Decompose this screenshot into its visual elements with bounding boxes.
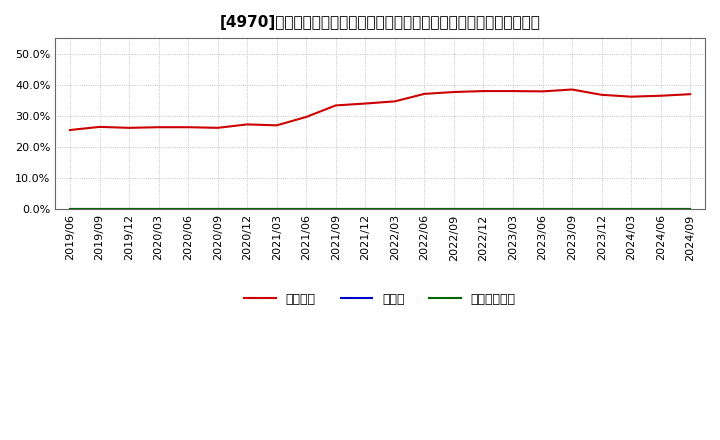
のれん xyxy=(480,207,488,212)
のれん xyxy=(213,207,222,212)
のれん xyxy=(420,207,428,212)
繰延税金資産 xyxy=(154,207,163,212)
のれん xyxy=(568,207,577,212)
のれん xyxy=(125,207,133,212)
繰延税金資産 xyxy=(302,207,310,212)
自己資本 xyxy=(213,125,222,131)
自己資本 xyxy=(686,92,695,97)
繰延税金資産 xyxy=(243,207,251,212)
のれん xyxy=(449,207,458,212)
のれん xyxy=(627,207,636,212)
繰延税金資産 xyxy=(657,207,665,212)
自己資本 xyxy=(66,127,74,132)
Legend: 自己資本, のれん, 繰延税金資産: 自己資本, のれん, 繰延税金資産 xyxy=(240,288,521,311)
自己資本 xyxy=(449,89,458,95)
のれん xyxy=(686,207,695,212)
自己資本 xyxy=(568,87,577,92)
自己資本 xyxy=(598,92,606,97)
繰延税金資産 xyxy=(420,207,428,212)
自己資本 xyxy=(361,101,369,106)
繰延税金資産 xyxy=(509,207,518,212)
のれん xyxy=(184,207,192,212)
繰延税金資産 xyxy=(598,207,606,212)
繰延税金資産 xyxy=(184,207,192,212)
繰延税金資産 xyxy=(125,207,133,212)
のれん xyxy=(390,207,399,212)
のれん xyxy=(331,207,340,212)
繰延税金資産 xyxy=(449,207,458,212)
自己資本 xyxy=(657,93,665,99)
繰延税金資産 xyxy=(390,207,399,212)
のれん xyxy=(95,207,104,212)
自己資本 xyxy=(331,103,340,108)
自己資本 xyxy=(243,122,251,127)
のれん xyxy=(66,207,74,212)
繰延税金資産 xyxy=(331,207,340,212)
自己資本 xyxy=(125,125,133,131)
自己資本 xyxy=(390,99,399,104)
自己資本 xyxy=(627,94,636,99)
のれん xyxy=(598,207,606,212)
Line: 自己資本: 自己資本 xyxy=(70,89,690,130)
自己資本 xyxy=(480,88,488,94)
繰延税金資産 xyxy=(213,207,222,212)
繰延税金資産 xyxy=(272,207,281,212)
のれん xyxy=(539,207,547,212)
繰延税金資産 xyxy=(95,207,104,212)
自己資本 xyxy=(509,88,518,94)
繰延税金資産 xyxy=(539,207,547,212)
繰延税金資産 xyxy=(568,207,577,212)
のれん xyxy=(154,207,163,212)
繰延税金資産 xyxy=(66,207,74,212)
自己資本 xyxy=(539,89,547,94)
自己資本 xyxy=(95,124,104,129)
繰延税金資産 xyxy=(361,207,369,212)
自己資本 xyxy=(302,114,310,120)
繰延税金資産 xyxy=(686,207,695,212)
のれん xyxy=(361,207,369,212)
自己資本 xyxy=(420,91,428,96)
繰延税金資産 xyxy=(480,207,488,212)
のれん xyxy=(243,207,251,212)
自己資本 xyxy=(272,123,281,128)
のれん xyxy=(272,207,281,212)
Title: [4970]　自己資本、のれん、繰延税金資産の総資産に対する比率の推移: [4970] 自己資本、のれん、繰延税金資産の総資産に対する比率の推移 xyxy=(220,15,541,30)
のれん xyxy=(509,207,518,212)
のれん xyxy=(302,207,310,212)
自己資本 xyxy=(154,125,163,130)
自己資本 xyxy=(184,125,192,130)
繰延税金資産 xyxy=(627,207,636,212)
のれん xyxy=(657,207,665,212)
